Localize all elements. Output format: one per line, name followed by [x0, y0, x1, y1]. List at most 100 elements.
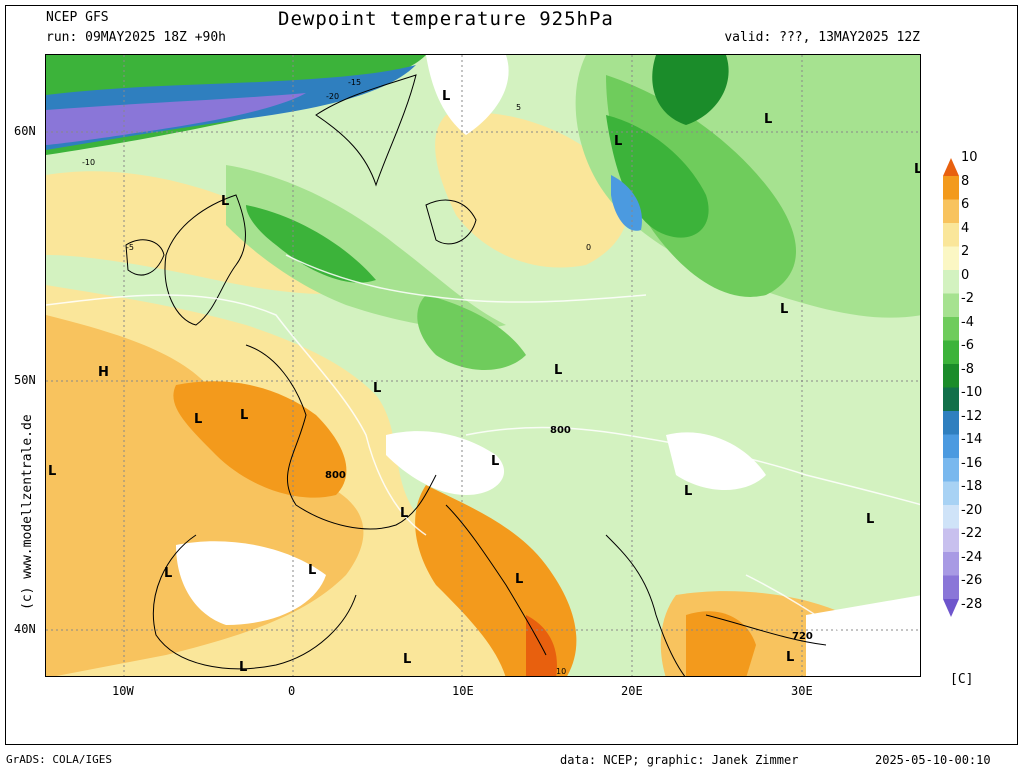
legend-tick-label: 4 [961, 220, 970, 236]
legend-swatch [943, 340, 959, 364]
legend-tick-label: -12 [961, 408, 983, 424]
legend-tick-label: 10 [961, 150, 978, 165]
low-label: L [764, 112, 772, 127]
legend-swatch [943, 505, 959, 529]
isobar-lines [46, 254, 920, 636]
legend-swatch [943, 364, 959, 388]
legend-swatch [943, 246, 959, 270]
low-label: L [164, 566, 172, 581]
isotherm-labels: -20 -15 -10 -5 0 5 10 [82, 78, 591, 676]
plot-frame [5, 5, 1018, 745]
legend-swatch [943, 293, 959, 317]
map-canvas: H L L L L L L L L L L L L L L L L L L L … [46, 55, 921, 676]
low-label: L [48, 464, 56, 479]
weather-map[interactable]: H L L L L L L L L L L L L L L L L L L L … [45, 54, 921, 677]
cool-zone [226, 165, 506, 329]
legend-tick-label: -16 [961, 455, 983, 471]
isotherm-label: 5 [516, 103, 521, 112]
run-info: run: 09MAY2025 18Z +90h [46, 30, 227, 45]
low-label: L [308, 563, 316, 578]
legend-tick-label: -8 [961, 361, 974, 377]
terrain-mask [176, 541, 326, 625]
height-label: 800 [325, 470, 346, 481]
legend-tick-label: 0 [961, 267, 970, 283]
model-name: NCEP GFS [46, 10, 109, 25]
low-label: L [403, 652, 411, 667]
legend-tick-label: -14 [961, 432, 983, 447]
legend-swatch [943, 575, 959, 599]
legend-swatch [943, 387, 959, 411]
low-label: L [684, 484, 692, 499]
lon-label: 10W [112, 684, 134, 698]
height-label: 720 [792, 631, 813, 642]
unit-label: [C] [950, 672, 974, 687]
legend-tick-label: 8 [961, 173, 970, 189]
legend-tick-label: -28 [961, 596, 983, 612]
cold-pocket [611, 175, 642, 231]
lat-label: 50N [14, 373, 36, 387]
low-label: L [221, 194, 229, 209]
legend-tick-label: -20 [961, 502, 983, 518]
lon-label: 30E [791, 684, 813, 698]
isotherm-label: -10 [82, 158, 95, 167]
legend-tick-label: -10 [961, 385, 983, 400]
cold-band [246, 205, 376, 283]
isotherm-label: 10 [556, 667, 566, 676]
legend-swatch [943, 317, 959, 341]
legend-swatch [943, 270, 959, 294]
lat-label: 40N [14, 622, 36, 636]
legend-swatch [943, 176, 959, 200]
lon-label: 0 [288, 684, 296, 698]
height-label: 800 [550, 425, 571, 436]
low-label: L [866, 512, 874, 527]
isotherm-label: -5 [126, 243, 134, 252]
graticule [46, 55, 920, 676]
legend-tick-label: -6 [961, 338, 974, 353]
legend-swatch [943, 552, 959, 576]
low-label: L [554, 363, 562, 378]
low-label: L [914, 162, 921, 177]
contour-height-labels: 800 800 720 [325, 425, 813, 642]
lon-label: 10E [452, 684, 474, 698]
legend-swatch [943, 434, 959, 458]
color-legend-scale [943, 158, 959, 617]
legend-cap-top [943, 158, 959, 176]
terrain-mask [386, 431, 505, 495]
low-label: L [194, 412, 202, 427]
low-label: L [786, 650, 794, 665]
dry-zone [652, 55, 729, 125]
cool-zone [417, 295, 526, 370]
low-label: L [400, 506, 408, 521]
legend-tick-label: -26 [961, 573, 983, 588]
lon-label: 20E [621, 684, 643, 698]
low-label: L [373, 381, 381, 396]
terrain-mask [426, 55, 509, 135]
high-label: H [98, 365, 109, 380]
isotherm-label: -15 [348, 78, 361, 87]
legend-tick-label: -4 [961, 314, 974, 330]
low-label: L [614, 134, 622, 149]
legend-tick-label: -24 [961, 549, 983, 565]
terrain-mask [806, 595, 920, 676]
legend-swatch [943, 411, 959, 435]
isotherm-label: -20 [326, 92, 339, 101]
chart-title: Dewpoint temperature 925hPa [278, 8, 614, 30]
legend-swatch [943, 458, 959, 482]
legend-swatch [943, 223, 959, 247]
low-label: L [515, 572, 523, 587]
warm-zone [173, 381, 347, 498]
website-watermark: (c) www.modellzentrale.de [20, 414, 35, 610]
lat-label: 60N [14, 124, 36, 138]
color-legend [943, 158, 959, 632]
warm-zone [686, 611, 756, 676]
low-label: L [491, 454, 499, 469]
legend-tick-label: 2 [961, 244, 970, 259]
legend-cap-bottom [943, 599, 959, 617]
legend-swatch [943, 199, 959, 223]
legend-tick-label: -18 [961, 479, 983, 494]
low-label: L [442, 89, 450, 104]
low-label: L [780, 302, 788, 317]
low-label: L [240, 408, 248, 423]
legend-swatch [943, 528, 959, 552]
legend-swatch [943, 481, 959, 505]
